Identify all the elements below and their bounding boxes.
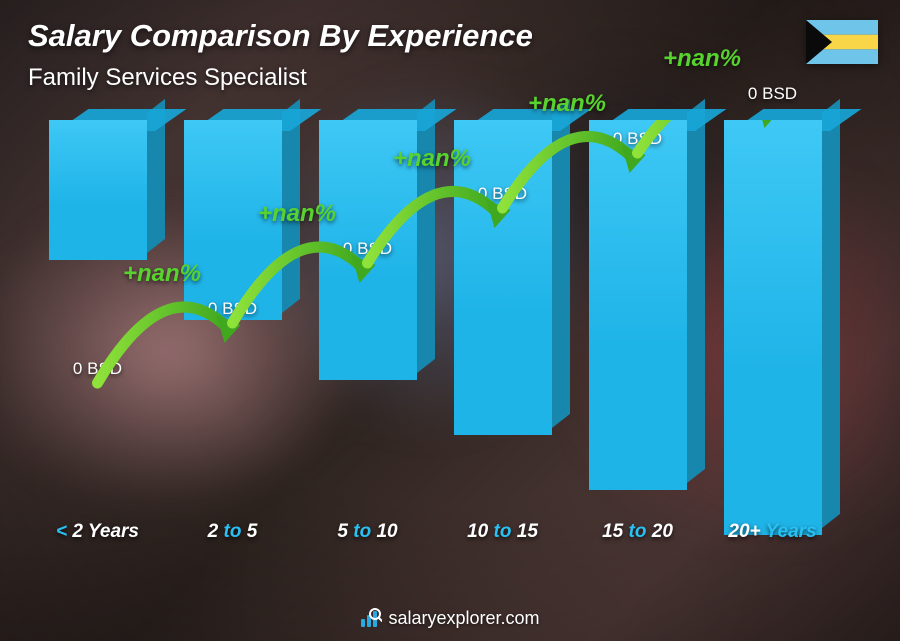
bar-0: 0 BSD < 2 Years: [30, 120, 165, 541]
bar-chart: 0 BSD< 2 Years0 BSD2 to 50 BSD5 to 100 B…: [30, 120, 840, 571]
bar-front: [49, 120, 147, 260]
value-label: 0 BSD: [73, 359, 122, 379]
bar-2: 0 BSD 5 to 10: [300, 120, 435, 541]
page-subtitle: Family Services Specialist: [28, 64, 307, 92]
category-label: 10 to 15: [467, 521, 538, 543]
value-label: 0 BSD: [748, 84, 797, 104]
infographic-stage: Salary Comparison By Experience Family S…: [0, 0, 900, 641]
category-label: 20+ Years: [728, 521, 816, 543]
delta-label: +nan%: [123, 260, 201, 288]
category-label: 5 to 10: [337, 521, 397, 543]
footer: salaryexplorer.com: [0, 607, 900, 629]
category-label: 2 to 5: [208, 521, 258, 543]
footer-text: salaryexplorer.com: [388, 608, 539, 629]
bar-side: [417, 99, 435, 373]
bar-5: 0 BSD20+ Years: [705, 120, 840, 541]
salaryexplorer-logo-icon: [360, 607, 382, 629]
bar-4: 0 BSD 15 to 20: [570, 120, 705, 541]
bar-side: [552, 99, 570, 428]
delta-label: +nan%: [393, 145, 471, 173]
delta-label: +nan%: [528, 90, 606, 118]
bar-side: [822, 99, 840, 528]
bar-3d: [589, 120, 687, 490]
page-title: Salary Comparison By Experience: [28, 18, 533, 54]
category-label: 15 to 20: [602, 521, 673, 543]
category-label: < 2 Years: [56, 521, 139, 543]
bar-3d: [49, 120, 147, 260]
delta-label: +nan%: [258, 200, 336, 228]
bars-container: 0 BSD< 2 Years0 BSD2 to 50 BSD5 to 100 B…: [30, 120, 840, 541]
bar-1: 0 BSD 2 to 5: [165, 120, 300, 541]
bar-side: [687, 99, 705, 483]
value-label: 0 BSD: [613, 129, 662, 149]
bar-3d: [724, 120, 822, 535]
value-label: 0 BSD: [208, 299, 257, 319]
value-label: 0 BSD: [343, 239, 392, 259]
bar-front: [724, 120, 822, 535]
delta-label: +nan%: [663, 45, 741, 73]
country-flag-bahamas: [806, 20, 878, 64]
value-label: 0 BSD: [478, 184, 527, 204]
bahamas-flag-svg: [806, 20, 878, 64]
bar-3: 0 BSD 10 to 15: [435, 120, 570, 541]
bar-front: [589, 120, 687, 490]
